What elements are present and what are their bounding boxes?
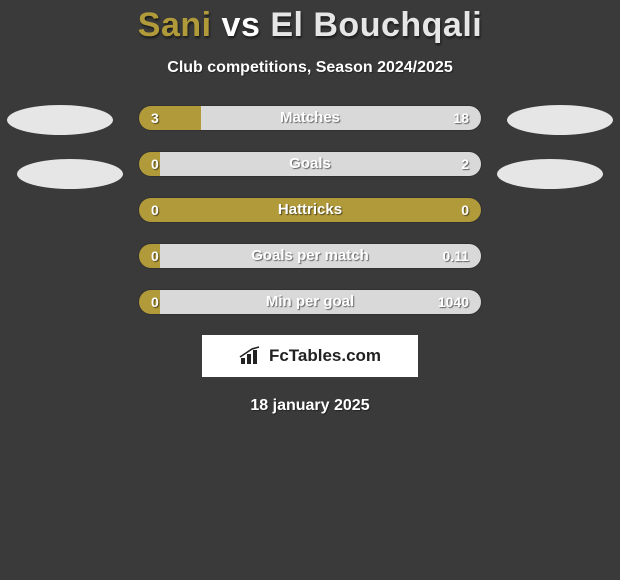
stat-label: Goals — [139, 152, 481, 176]
player1-badge — [7, 105, 113, 135]
bar-chart-icon — [239, 346, 263, 366]
stat-label: Goals per match — [139, 244, 481, 268]
stat-label: Min per goal — [139, 290, 481, 314]
player2-badge — [507, 105, 613, 135]
stat-row: 318Matches — [138, 105, 482, 131]
stat-label: Matches — [139, 106, 481, 130]
brand-badge: FcTables.com — [202, 335, 418, 377]
player1-name: Sani — [138, 6, 212, 44]
stats-chart: 318Matches 02Goals 00Hattricks 00.11Goals p… — [0, 105, 620, 315]
player2-name: El Bouchqali — [270, 6, 482, 44]
brand-text: FcTables.com — [269, 346, 381, 366]
stat-row: 00.11Goals per match — [138, 243, 482, 269]
comparison-card: Sani vs El Bouchqali Club competitions, … — [0, 0, 620, 580]
page-title: Sani vs El Bouchqali — [0, 6, 620, 45]
subtitle: Club competitions, Season 2024/2025 — [0, 59, 620, 77]
stat-row: 01040Min per goal — [138, 289, 482, 315]
player1-badge — [17, 159, 123, 189]
player2-badge — [497, 159, 603, 189]
stat-label: Hattricks — [139, 198, 481, 222]
vs-separator: vs — [222, 6, 261, 44]
stat-row: 02Goals — [138, 151, 482, 177]
stat-row: 00Hattricks — [138, 197, 482, 223]
date-label: 18 january 2025 — [0, 397, 620, 415]
